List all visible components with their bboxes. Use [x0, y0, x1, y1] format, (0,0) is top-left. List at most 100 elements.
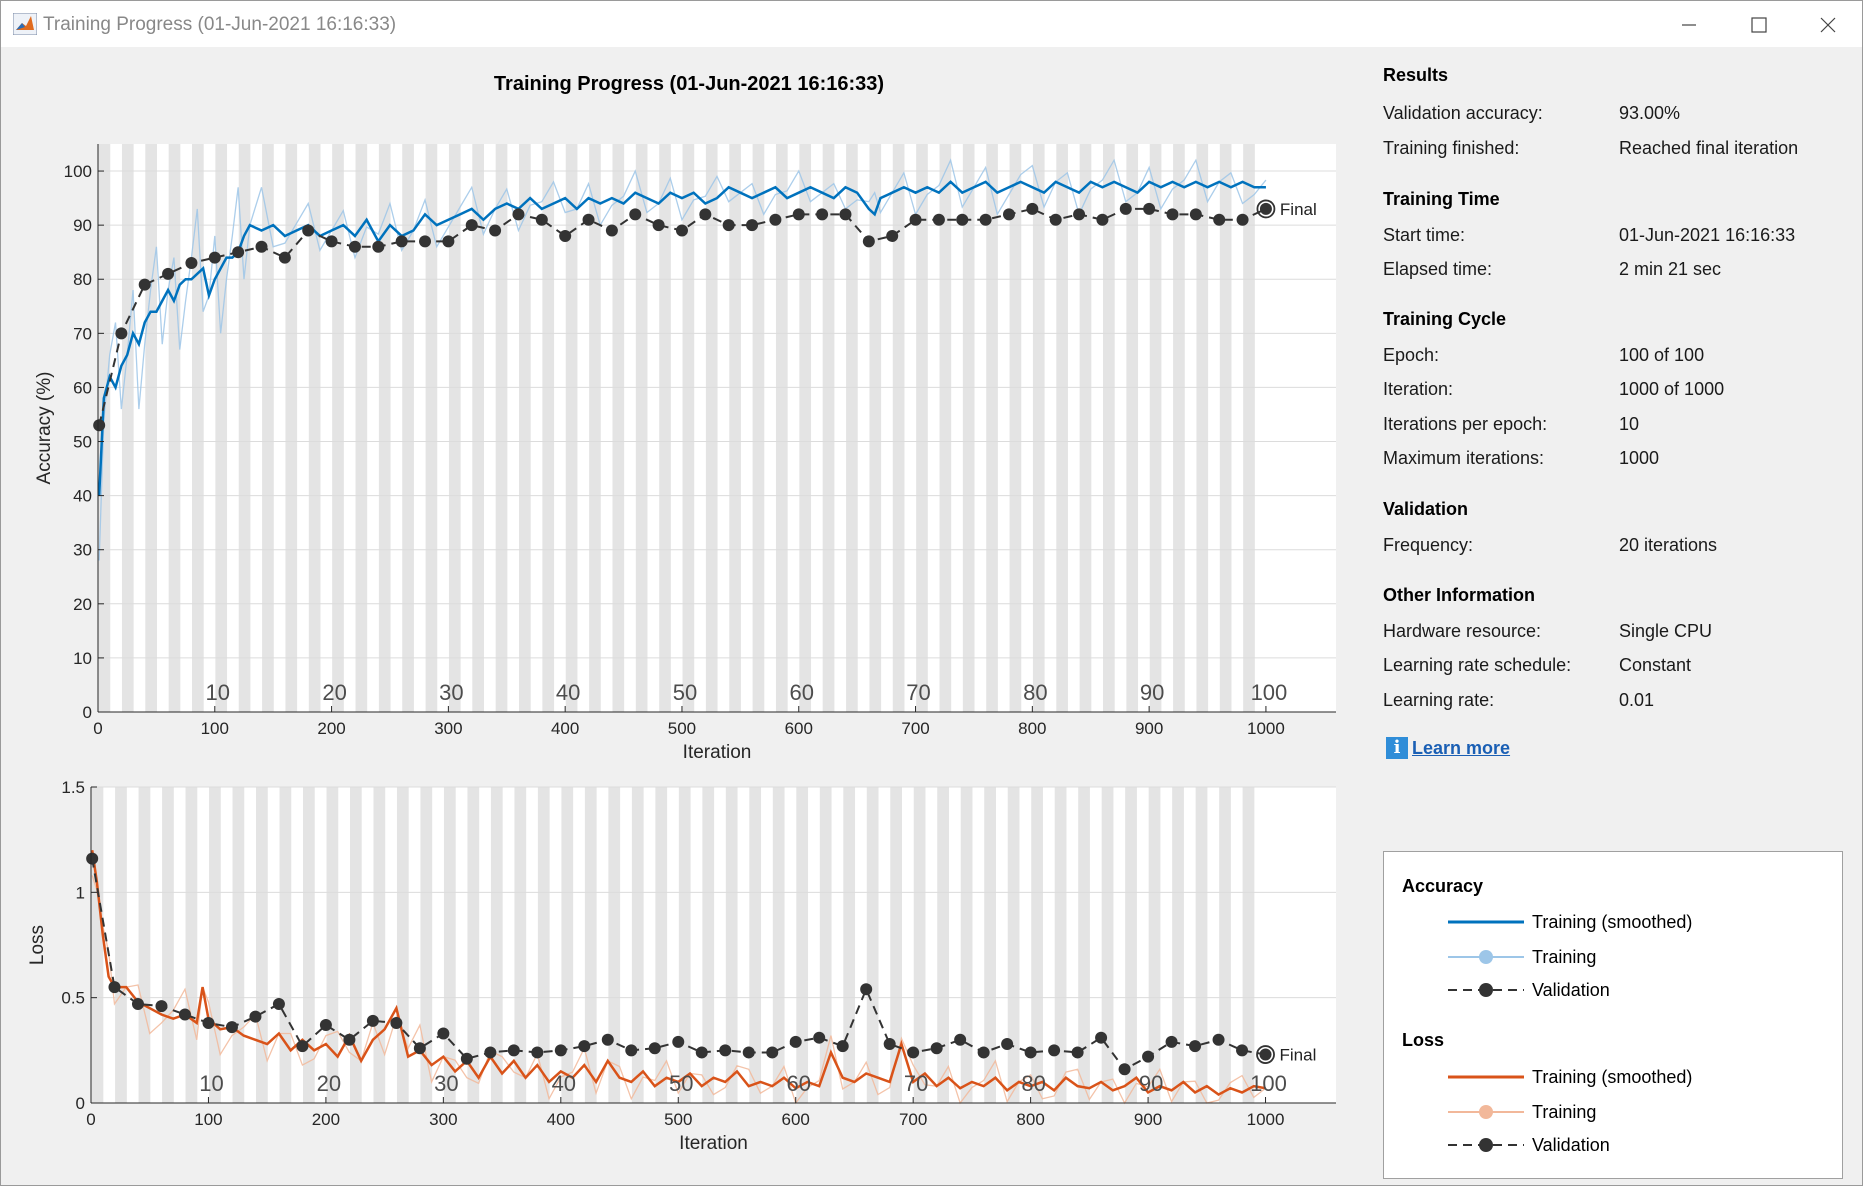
epoch-band	[378, 144, 391, 712]
epoch-band	[1079, 144, 1092, 712]
validation-point	[535, 213, 548, 226]
validation-point	[977, 1046, 990, 1059]
validation-point	[956, 213, 969, 226]
validation-point	[932, 213, 945, 226]
validation-point	[722, 219, 735, 232]
validation-point	[484, 1046, 497, 1059]
epoch-band	[775, 144, 788, 712]
validation-point	[675, 224, 688, 237]
epoch-band	[869, 144, 882, 712]
epoch-label: 20	[317, 1071, 341, 1096]
validation-point	[1212, 1033, 1225, 1046]
validation-point	[699, 208, 712, 221]
line-swatch-icon	[1448, 1075, 1524, 1079]
epoch-label: 10	[199, 1071, 223, 1096]
window-title: Training Progress (01-Jun-2021 16:16:33)	[43, 14, 397, 35]
epoch-band	[1195, 787, 1208, 1103]
validation-point	[249, 1010, 262, 1023]
epoch-band	[796, 787, 809, 1103]
validation-point	[742, 1046, 755, 1059]
epoch-band	[1032, 144, 1045, 712]
matlab-icon	[13, 13, 37, 35]
validation-point	[138, 278, 151, 291]
epoch-band	[238, 144, 251, 712]
legend-label: Training	[1532, 946, 1597, 967]
epoch-band	[1102, 144, 1115, 712]
legend-label: Validation	[1532, 1134, 1610, 1155]
epoch-label: 60	[790, 680, 814, 705]
epoch-label: 30	[439, 680, 463, 705]
validation-point	[789, 1035, 802, 1048]
epoch-label: 50	[669, 1071, 693, 1096]
x-tick-label: 400	[547, 1110, 575, 1129]
epoch-band	[425, 144, 438, 712]
maximum-iterations-value: 1000	[1619, 448, 1660, 468]
epoch-band	[960, 787, 973, 1103]
epoch-band	[349, 787, 362, 1103]
legend-label: Training	[1532, 1101, 1597, 1122]
hardware-resource-value: Single CPU	[1619, 621, 1713, 641]
validation-point	[1189, 208, 1202, 221]
validation-point	[1119, 202, 1132, 215]
close-button[interactable]	[1805, 9, 1851, 41]
figure-title: Training Progress (01-Jun-2021 16:16:33)	[494, 73, 884, 95]
learning-rate-schedule-label: Learning rate schedule:	[1383, 655, 1572, 675]
minimize-button[interactable]	[1666, 9, 1712, 41]
x-tick-label: 400	[551, 719, 579, 738]
x-tick-label: 100	[201, 719, 229, 738]
epoch-band	[984, 787, 996, 1103]
x-tick-label: 1000	[1247, 719, 1285, 738]
epoch-band	[655, 787, 668, 1103]
validation-point	[836, 1040, 849, 1053]
validation-point	[1073, 208, 1086, 221]
validation-point	[559, 229, 572, 242]
epoch-band	[209, 787, 221, 1103]
epoch-band	[752, 144, 765, 712]
line-marker-swatch-icon	[1448, 1105, 1524, 1119]
epoch-band	[659, 144, 671, 712]
legend-accuracy-training: Training	[1446, 945, 1596, 969]
epoch-band	[705, 144, 718, 712]
validation-point	[395, 235, 408, 248]
epoch-band	[913, 787, 926, 1103]
validation-point	[413, 1042, 426, 1055]
learn-more-text[interactable]: Learn more	[1412, 737, 1511, 758]
validation-point	[343, 1033, 356, 1046]
legend-accuracy-smoothed: Training (smoothed)	[1446, 910, 1692, 934]
x-tick-label: 500	[664, 1110, 692, 1129]
validation-point	[178, 1008, 191, 1021]
training-smoothed-series	[97, 180, 1266, 496]
accuracy-chart: Final 0 100 200 300 400 500 600 700 800 900 1000 0 10…	[34, 144, 1336, 763]
y-tick-label: 20	[73, 595, 92, 614]
epoch-label: 90	[1140, 680, 1164, 705]
y-tick-label: 0	[83, 703, 92, 722]
validation-point	[1143, 202, 1156, 215]
epoch-band	[256, 787, 268, 1103]
final-marker	[1256, 199, 1276, 219]
validation-point	[909, 213, 922, 226]
x-tick-label: 200	[317, 719, 345, 738]
validation-point	[465, 219, 478, 232]
epoch-label: 40	[552, 1071, 576, 1096]
x-tick-label: 900	[1134, 1110, 1162, 1129]
epoch-label: 30	[434, 1071, 458, 1096]
validation-point	[672, 1035, 685, 1048]
maximize-button[interactable]	[1736, 9, 1782, 41]
y-tick-label: 10	[73, 649, 92, 668]
x-tick-label: 0	[93, 719, 102, 738]
validation-point	[131, 997, 144, 1010]
learn-more-link[interactable]: i Learn more	[1386, 735, 1510, 761]
frequency-label: Frequency:	[1383, 535, 1474, 555]
validation-point	[1118, 1063, 1131, 1076]
epoch-band	[443, 787, 456, 1103]
epoch-band	[355, 144, 368, 712]
epoch-band	[537, 787, 550, 1103]
epoch-band	[542, 144, 555, 712]
validation-point	[507, 1044, 520, 1057]
y-tick-label: 40	[73, 487, 92, 506]
training-finished-label: Training finished:	[1383, 138, 1520, 158]
start-time-value: 01-Jun-2021 16:16:33	[1619, 225, 1796, 245]
epoch-label: 100	[1250, 1071, 1287, 1096]
validation-point	[648, 1042, 661, 1055]
y-tick-label: 90	[73, 216, 92, 235]
